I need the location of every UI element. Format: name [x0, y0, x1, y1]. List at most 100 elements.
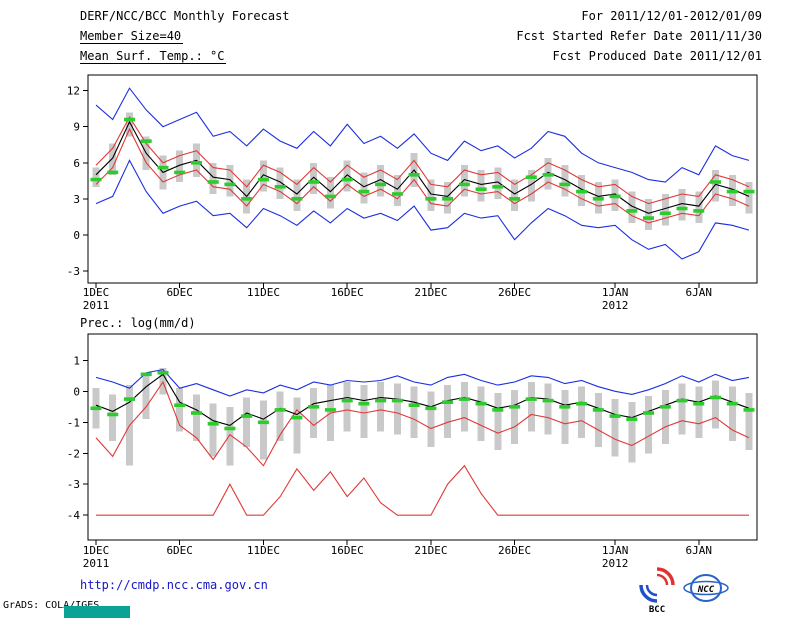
observation-dash — [274, 408, 286, 412]
spread-bar — [276, 391, 284, 441]
spread-bar — [209, 403, 217, 457]
spread-bar — [712, 170, 719, 202]
observation-dash — [174, 170, 186, 175]
y-tick-label: -3 — [67, 265, 80, 278]
y-tick-label: -4 — [67, 509, 81, 522]
spread-bar — [109, 394, 117, 441]
x-tick-label: 1DEC — [83, 544, 110, 557]
observation-dash — [257, 420, 269, 425]
observation-dash — [291, 415, 303, 420]
observation-dash — [207, 422, 219, 426]
observation-dash — [107, 170, 119, 175]
observation-dash — [308, 405, 320, 409]
spread-bar — [494, 392, 502, 451]
observation-dash — [191, 411, 202, 415]
spread-bar — [343, 160, 351, 192]
member-size-underline — [80, 43, 183, 44]
observation-dash — [391, 192, 403, 196]
observation-dash — [643, 216, 654, 220]
observation-dash — [408, 173, 420, 177]
spread-bar — [293, 179, 301, 211]
spread-bar — [310, 388, 318, 438]
observation-dash — [257, 177, 269, 182]
y-tick-label: 12 — [67, 85, 80, 98]
temp-quartile-lower-line — [95, 127, 750, 224]
observation-dash — [174, 403, 186, 407]
temp-ensemble-min-line — [95, 159, 750, 260]
observation-dash — [442, 400, 454, 404]
temp-plot-frame — [87, 74, 758, 284]
observation-dash — [224, 426, 236, 431]
x-tick-label: 11DEC — [247, 286, 280, 299]
observation-dash — [492, 408, 504, 412]
x-tick-label: 21DEC — [414, 544, 447, 557]
observation-dash — [157, 165, 169, 170]
x-tick-label: 6DEC — [166, 286, 193, 299]
observation-dash — [643, 411, 654, 415]
observation-dash — [358, 189, 370, 194]
spread-bar — [393, 383, 401, 435]
x-tick-label: 1DEC — [83, 286, 110, 299]
spread-bar — [259, 160, 267, 192]
y-tick-label: 3 — [73, 193, 80, 206]
observation-dash — [341, 177, 353, 182]
observation-dash — [191, 161, 202, 165]
spread-bar — [326, 177, 334, 209]
observation-dash — [425, 406, 437, 411]
refer-date-label: Fcst Started Refer Date 2011/11/30 — [516, 29, 762, 43]
observation-dash — [274, 185, 286, 189]
precip-units-label: Prec.: log(mm/d) — [80, 316, 196, 330]
spread-bar — [661, 194, 669, 226]
observation-dash — [475, 187, 487, 191]
observation-dash — [626, 417, 638, 421]
ncc-logo-globe — [690, 574, 722, 602]
observation-dash — [341, 398, 353, 403]
bcc-logo-blue-inner-arc — [645, 584, 658, 597]
spread-bar — [259, 400, 267, 460]
spread-bar — [511, 179, 519, 211]
observation-dash — [207, 180, 219, 184]
observation-dash — [726, 189, 738, 194]
temp-label-underline — [80, 63, 226, 64]
observation-dash — [458, 397, 470, 401]
observation-dash — [224, 182, 236, 187]
spread-bar — [745, 182, 753, 214]
observation-dash — [659, 405, 671, 409]
observation-dash — [324, 408, 336, 412]
spread-bar — [695, 386, 703, 438]
spread-bar — [176, 388, 184, 432]
observation-dash — [90, 177, 102, 182]
spread-bar — [427, 179, 435, 211]
ncc-logo-orbit — [683, 580, 729, 596]
spread-bar — [427, 391, 435, 448]
observation-dash — [291, 197, 303, 201]
observation-dash — [124, 397, 135, 401]
temp-ensemble-mean-line — [95, 120, 750, 214]
observation-dash — [609, 194, 621, 199]
observation-dash — [375, 182, 387, 187]
grads-color-box — [64, 606, 130, 618]
source-url-link[interactable]: http://cmdp.ncc.cma.gov.cn — [80, 578, 268, 592]
temp-observation-dashes — [90, 117, 755, 220]
observation-dash — [525, 397, 537, 401]
observation-dash — [308, 180, 320, 184]
observation-dash — [726, 401, 738, 406]
observation-dash — [375, 398, 387, 403]
spread-bar — [578, 386, 586, 438]
spread-bar — [310, 162, 318, 195]
bcc-logo-red-arc — [656, 567, 675, 586]
x-tick-label: 6JAN — [686, 286, 713, 299]
observation-dash — [576, 401, 588, 406]
observation-dash — [442, 197, 454, 201]
temp-units-label: Mean Surf. Temp.: °C — [80, 49, 225, 63]
spread-bar — [477, 386, 485, 441]
spread-bar — [226, 406, 234, 466]
temp-ensemble-max-line — [95, 87, 750, 183]
x-tick-label: 11DEC — [247, 544, 280, 557]
x-year-label: 2011 — [83, 299, 110, 312]
y-tick-label: 1 — [73, 354, 80, 367]
spread-bar — [360, 172, 368, 204]
spread-bar — [209, 162, 217, 195]
spread-bar — [393, 174, 401, 207]
observation-dash — [743, 189, 755, 194]
